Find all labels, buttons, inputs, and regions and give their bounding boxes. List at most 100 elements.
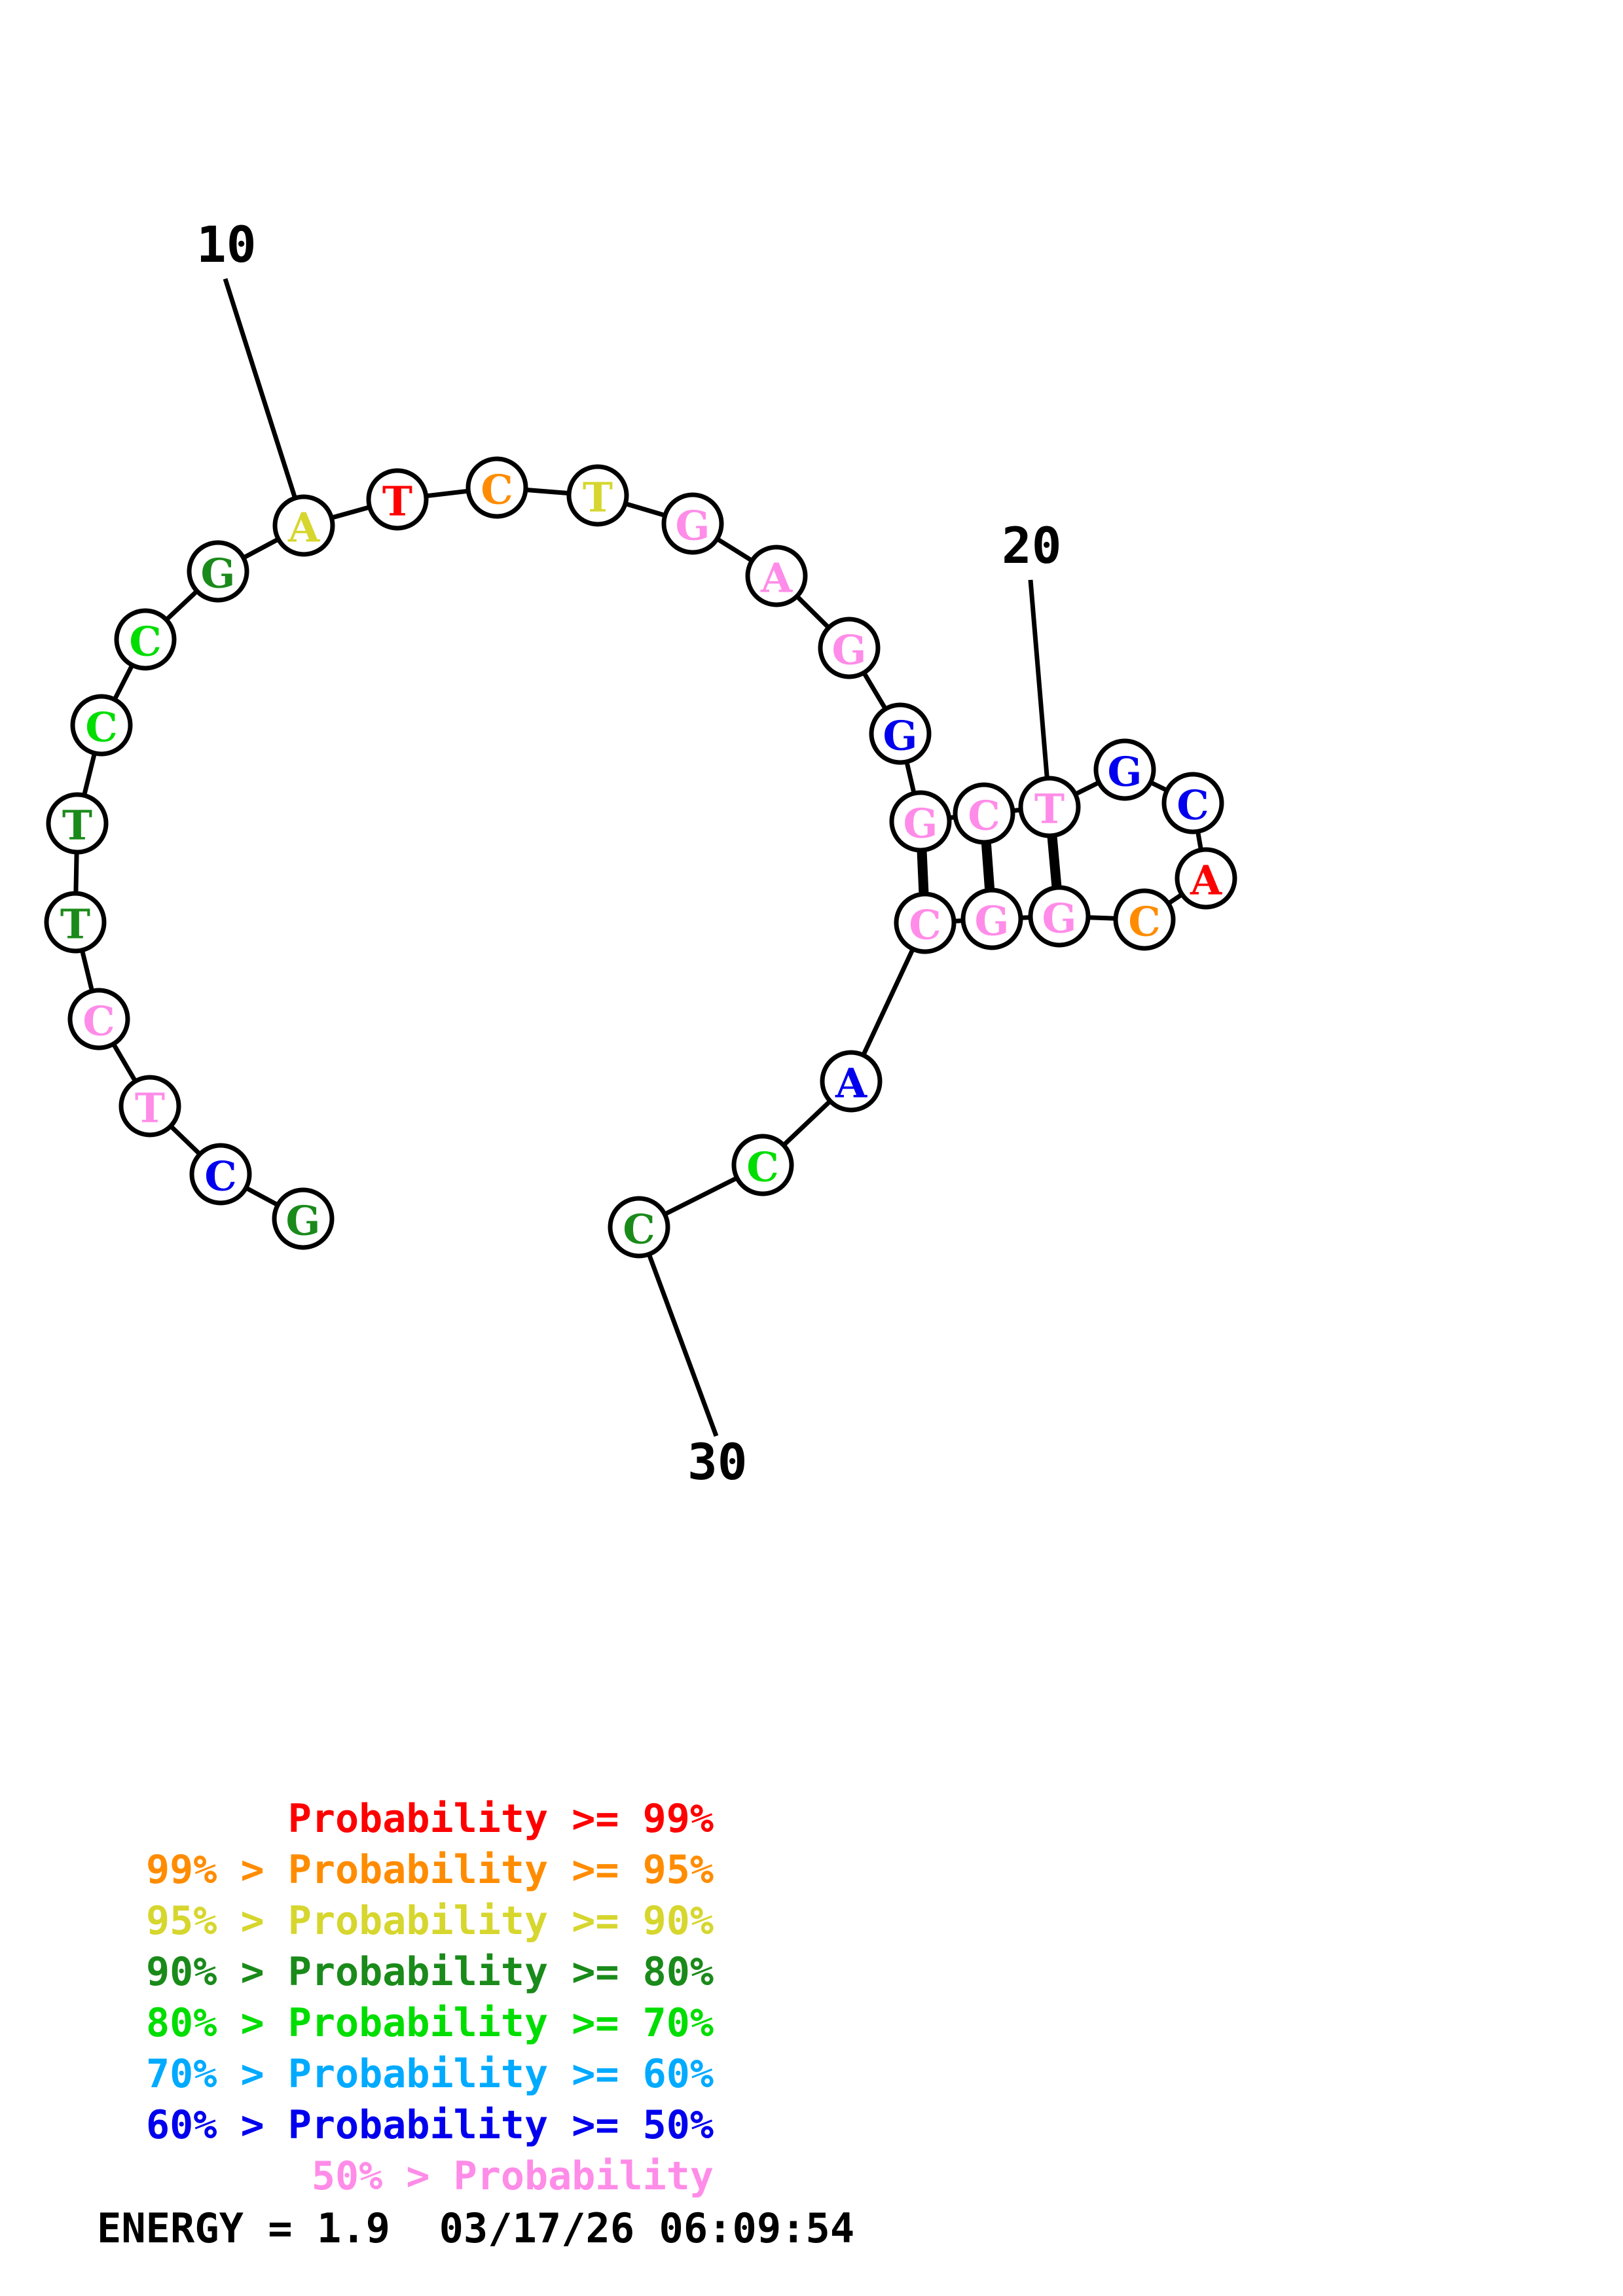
nucleotide-26[interactable]: G — [960, 888, 1023, 950]
nucleotide-circle — [820, 1050, 883, 1113]
nucleotide-circle — [1113, 888, 1176, 951]
nucleotide-23[interactable]: A — [1175, 847, 1237, 910]
nucleotide-circle — [465, 456, 528, 519]
nucleotide-6[interactable]: T — [46, 792, 109, 855]
nucleotide-base-letter: G — [201, 550, 236, 598]
backbone-link — [82, 751, 97, 798]
nucleotide-3[interactable]: T — [119, 1075, 181, 1138]
nucleotide-base-letter: T — [62, 802, 92, 850]
nucleotide-base-letter: G — [883, 712, 918, 760]
nucleotide-circle — [366, 468, 429, 531]
nucleotide-1[interactable]: G — [272, 1187, 335, 1250]
nucleotide-base-letter: T — [1034, 785, 1065, 833]
backbone-link — [781, 1098, 833, 1148]
nucleotide-base-letter: G — [975, 897, 1010, 945]
nucleotide-base-letter: G — [1042, 895, 1077, 942]
base-pair-bond — [981, 842, 995, 891]
backbone-link — [523, 487, 572, 496]
position-leader-layer — [223, 278, 1049, 1437]
nucleotide-base-letter: C — [746, 1143, 778, 1191]
backbone-link — [424, 488, 471, 499]
nucleotide-base-letter: G — [1108, 748, 1142, 796]
nucleotide-13[interactable]: T — [566, 464, 629, 527]
backbone-link — [1148, 780, 1169, 793]
nucleotide-21[interactable]: G — [1093, 738, 1156, 801]
nucleotide-12[interactable]: C — [465, 456, 528, 519]
nucleotide-base-letter: T — [382, 478, 412, 526]
nucleotide-circle — [566, 464, 629, 527]
nucleotide-30[interactable]: C — [608, 1196, 670, 1259]
nucleotide-base-letter: C — [204, 1153, 236, 1200]
legend-row-3: 95% > Probability >= 90% — [146, 1898, 714, 1944]
nucleotide-circle — [608, 1196, 670, 1259]
backbone-layer — [73, 487, 1203, 1217]
nucleotide-24[interactable]: C — [1113, 888, 1176, 951]
backbone-link — [112, 662, 135, 702]
nucleotide-25[interactable]: G — [1028, 885, 1091, 948]
nucleotide-11[interactable]: T — [366, 468, 429, 531]
nucleotide-19[interactable]: C — [953, 782, 1015, 845]
nucleotide-29[interactable]: C — [731, 1134, 794, 1196]
nucleotide-10[interactable]: A — [272, 494, 335, 557]
nucleotide-circle — [70, 694, 133, 757]
position-leader-20 — [1028, 579, 1049, 779]
nucleotide-base-letter: A — [835, 1060, 867, 1107]
nucleotide-circle — [960, 888, 1023, 950]
nucleotide-base-letter: C — [968, 792, 1000, 840]
base-pair-bond-layer — [917, 835, 1062, 895]
nucleotide-base-letter: A — [1190, 857, 1222, 905]
backbone-link — [794, 594, 831, 630]
nucleotide-circle — [818, 617, 881, 679]
nucleotide-circle — [114, 608, 177, 671]
backbone-link — [1166, 891, 1184, 906]
nucleotide-7[interactable]: C — [70, 694, 133, 757]
nucleotide-circle — [44, 891, 107, 954]
nucleotide-base-letter: A — [760, 554, 793, 602]
nucleotide-circle — [119, 1075, 181, 1138]
backbone-link — [1072, 780, 1102, 797]
nucleotide-base-letter: C — [1128, 898, 1160, 946]
nucleotide-20[interactable]: T — [1018, 776, 1081, 838]
nucleotide-base-letter: C — [85, 704, 117, 751]
legend-row-8: 50% > Probability — [311, 2153, 714, 2199]
backbone-link — [662, 1175, 740, 1217]
nucleotide-17[interactable]: G — [869, 702, 932, 765]
nucleotide-5[interactable]: T — [44, 891, 107, 954]
nucleotide-15[interactable]: A — [745, 545, 808, 607]
nucleotide-circle — [661, 492, 724, 555]
nucleotide-16[interactable]: G — [818, 617, 881, 679]
nucleotide-circle — [889, 790, 952, 853]
nucleotide-2[interactable]: C — [189, 1143, 252, 1206]
backbone-link — [111, 1041, 138, 1084]
nucleotide-circle — [187, 540, 249, 603]
backbone-link — [329, 505, 373, 520]
nucleotide-circle — [1093, 738, 1156, 801]
nucleotide-base-letter: A — [287, 504, 320, 552]
nucleotide-base-letter: G — [832, 626, 867, 674]
backbone-link — [714, 536, 755, 564]
nucleotide-28[interactable]: A — [820, 1050, 883, 1113]
nucleotide-9[interactable]: G — [187, 540, 249, 603]
nucleotide-22[interactable]: C — [1161, 772, 1224, 834]
nucleotide-base-letter: C — [909, 901, 941, 949]
nucleotide-base-letter: G — [286, 1197, 321, 1245]
nucleotide-8[interactable]: C — [114, 608, 177, 671]
nucleotide-18[interactable]: G — [889, 790, 952, 853]
nucleotide-4[interactable]: C — [67, 988, 130, 1050]
position-label-10: 10 — [196, 215, 257, 274]
position-label-20: 20 — [1002, 516, 1062, 575]
backbone-link — [164, 588, 200, 622]
nucleotide-base-letter: C — [481, 466, 513, 514]
backbone-link — [1085, 915, 1118, 921]
nucleotide-circle — [1028, 885, 1091, 948]
nucleotide-circle — [869, 702, 932, 765]
backbone-link — [1195, 829, 1203, 853]
nucleotide-14[interactable]: G — [661, 492, 724, 555]
nucleotide-27[interactable]: C — [894, 891, 957, 954]
backbone-link — [861, 946, 915, 1058]
nucleotide-circle — [894, 891, 957, 954]
legend-row-2: 99% > Probability >= 95% — [146, 1847, 714, 1893]
nucleotide-circle — [1161, 772, 1224, 834]
